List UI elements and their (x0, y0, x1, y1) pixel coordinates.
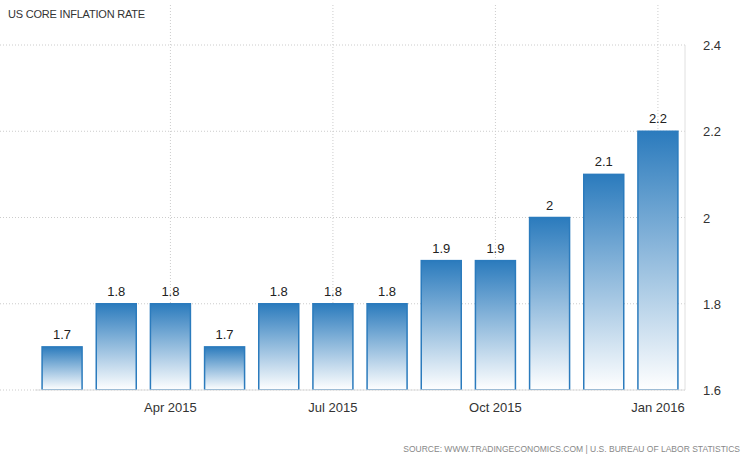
bar (313, 304, 353, 390)
bar (584, 174, 624, 390)
grid-line (0, 45, 685, 46)
data-label: 1.8 (270, 284, 288, 299)
grid-line (0, 390, 685, 391)
y-axis-line (685, 45, 686, 390)
y-tick-label: 1.6 (703, 383, 721, 398)
data-label: 1.9 (432, 241, 450, 256)
data-label: 1.7 (216, 327, 234, 342)
data-label: 1.9 (486, 241, 504, 256)
bar (259, 304, 299, 390)
x-tick-label: Oct 2015 (469, 400, 522, 415)
bars (42, 131, 678, 390)
y-tick-label: 2 (703, 211, 710, 226)
y-tick-label: 2.2 (703, 124, 721, 139)
x-tick-label: Apr 2015 (144, 400, 197, 415)
bar (638, 131, 678, 390)
data-label: 2.2 (649, 111, 667, 126)
chart-svg: US CORE INFLATION RATE 1.6 1.8 2 2.2 2.4 Apr 2… (0, 0, 750, 461)
x-tick-label: Jul 2015 (308, 400, 357, 415)
x-tick-label: Jan 2016 (631, 400, 685, 415)
bar (205, 347, 245, 390)
bar (42, 347, 82, 390)
data-label: 2.1 (595, 154, 613, 169)
title: US CORE INFLATION RATE (8, 8, 145, 20)
y-tick-label: 1.8 (703, 297, 721, 312)
bar (530, 218, 570, 391)
source-note: SOURCE: WWW.TRADINGECONOMICS.COM | U.S. … (403, 444, 740, 454)
bar (475, 261, 515, 390)
data-label: 1.8 (378, 284, 396, 299)
data-label: 1.8 (324, 284, 342, 299)
bar (96, 304, 136, 390)
grid-line (0, 217, 685, 218)
data-label: 1.8 (107, 284, 125, 299)
data-label: 1.7 (53, 327, 71, 342)
bar (421, 261, 461, 390)
data-label: 2 (546, 198, 553, 213)
y-tick-label: 2.4 (703, 38, 721, 53)
grid-line (0, 131, 685, 132)
bar (367, 304, 407, 390)
chart-container: US CORE INFLATION RATE 1.6 1.8 2 2.2 2.4 Apr 2… (0, 0, 750, 461)
x-axis-line (35, 390, 685, 391)
data-label: 1.8 (161, 284, 179, 299)
bar (150, 304, 190, 390)
